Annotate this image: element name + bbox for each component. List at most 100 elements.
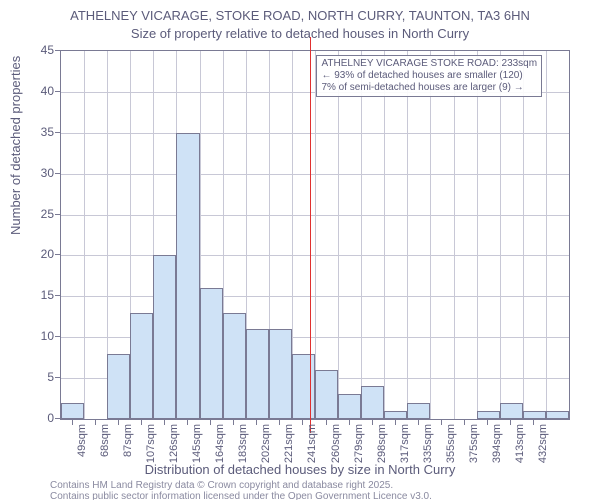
histogram-bar: [292, 354, 315, 419]
histogram-bar: [523, 411, 546, 419]
histogram-bar: [200, 288, 223, 419]
y-tick-label: 0: [14, 411, 54, 425]
gridline-v: [315, 51, 316, 419]
x-tick-mark: [395, 420, 396, 425]
x-tick-label: 126sqm: [168, 424, 180, 474]
x-tick-mark: [210, 420, 211, 425]
x-tick-label: 164sqm: [214, 424, 226, 474]
histogram-bar: [361, 386, 384, 419]
y-tick-label: 40: [14, 84, 54, 98]
x-tick-label: 355sqm: [445, 424, 457, 474]
gridline-v: [546, 51, 547, 419]
gridline-v: [407, 51, 408, 419]
x-tick-label: 145sqm: [191, 424, 203, 474]
x-tick-mark: [533, 420, 534, 425]
annotation-line: 7% of semi-detached houses are larger (9…: [321, 82, 537, 94]
y-tick-mark: [55, 214, 60, 215]
y-tick-label: 25: [14, 207, 54, 221]
gridline-v: [477, 51, 478, 419]
x-tick-mark: [326, 420, 327, 425]
chart-title-line2: Size of property relative to detached ho…: [0, 26, 600, 41]
y-tick-mark: [55, 295, 60, 296]
histogram-bar: [176, 133, 199, 419]
x-tick-mark: [118, 420, 119, 425]
gridline-v: [384, 51, 385, 419]
histogram-bar: [315, 370, 338, 419]
x-tick-label: 260sqm: [330, 424, 342, 474]
y-tick-mark: [55, 377, 60, 378]
chart-title-line1: ATHELNEY VICARAGE, STOKE ROAD, NORTH CUR…: [0, 8, 600, 23]
x-tick-label: 107sqm: [145, 424, 157, 474]
x-tick-label: 87sqm: [122, 424, 134, 474]
y-tick-label: 5: [14, 370, 54, 384]
x-tick-label: 49sqm: [76, 424, 88, 474]
histogram-bar: [407, 403, 430, 419]
x-tick-label: 394sqm: [491, 424, 503, 474]
x-tick-mark: [187, 420, 188, 425]
y-tick-mark: [55, 50, 60, 51]
credit-line1: Contains HM Land Registry data © Crown c…: [50, 480, 432, 491]
x-tick-mark: [349, 420, 350, 425]
x-tick-mark: [464, 420, 465, 425]
y-tick-mark: [55, 254, 60, 255]
credit-text: Contains HM Land Registry data © Crown c…: [50, 480, 432, 500]
marker-line: [310, 37, 311, 433]
credit-line2: Contains public sector information licen…: [50, 491, 432, 500]
annotation-line: ATHELNEY VICARAGE STOKE ROAD: 233sqm: [321, 58, 537, 70]
x-axis-label: Distribution of detached houses by size …: [0, 462, 600, 477]
histogram-bar: [223, 313, 246, 419]
x-tick-label: 221sqm: [283, 424, 295, 474]
y-tick-label: 20: [14, 247, 54, 261]
gridline-v: [523, 51, 524, 419]
x-tick-mark: [95, 420, 96, 425]
histogram-bar: [61, 403, 84, 419]
y-tick-mark: [55, 336, 60, 337]
x-tick-label: 317sqm: [399, 424, 411, 474]
x-tick-label: 413sqm: [514, 424, 526, 474]
histogram-bar: [546, 411, 569, 419]
x-tick-mark: [487, 420, 488, 425]
histogram-bar: [500, 403, 523, 419]
y-tick-label: 45: [14, 43, 54, 57]
x-tick-label: 375sqm: [468, 424, 480, 474]
x-tick-mark: [141, 420, 142, 425]
x-tick-mark: [279, 420, 280, 425]
x-tick-label: 183sqm: [237, 424, 249, 474]
gridline-v: [338, 51, 339, 419]
x-tick-label: 432sqm: [537, 424, 549, 474]
x-tick-mark: [233, 420, 234, 425]
gridline-v: [84, 51, 85, 419]
x-tick-mark: [72, 420, 73, 425]
histogram-bar: [338, 394, 361, 419]
gridline-v: [361, 51, 362, 419]
x-tick-label: 298sqm: [376, 424, 388, 474]
histogram-bar: [246, 329, 269, 419]
gridline-v: [430, 51, 431, 419]
x-tick-mark: [302, 420, 303, 425]
y-tick-mark: [55, 132, 60, 133]
x-tick-label: 335sqm: [422, 424, 434, 474]
annotation-box: ATHELNEY VICARAGE STOKE ROAD: 233sqm← 93…: [316, 55, 542, 97]
annotation-line: ← 93% of detached houses are smaller (12…: [321, 70, 537, 82]
x-tick-mark: [510, 420, 511, 425]
x-tick-mark: [418, 420, 419, 425]
chart-root: ATHELNEY VICARAGE, STOKE ROAD, NORTH CUR…: [0, 0, 600, 500]
histogram-bar: [384, 411, 407, 419]
y-tick-label: 30: [14, 166, 54, 180]
y-tick-mark: [55, 91, 60, 92]
x-tick-label: 68sqm: [99, 424, 111, 474]
y-tick-mark: [55, 173, 60, 174]
x-tick-label: 202sqm: [260, 424, 272, 474]
x-tick-mark: [441, 420, 442, 425]
histogram-bar: [269, 329, 292, 419]
gridline-v: [500, 51, 501, 419]
x-tick-label: 279sqm: [353, 424, 365, 474]
y-tick-mark: [55, 418, 60, 419]
x-tick-mark: [372, 420, 373, 425]
histogram-bar: [107, 354, 130, 419]
histogram-bar: [153, 255, 176, 419]
x-tick-mark: [164, 420, 165, 425]
gridline-v: [454, 51, 455, 419]
y-tick-label: 35: [14, 125, 54, 139]
x-tick-label: 241sqm: [306, 424, 318, 474]
